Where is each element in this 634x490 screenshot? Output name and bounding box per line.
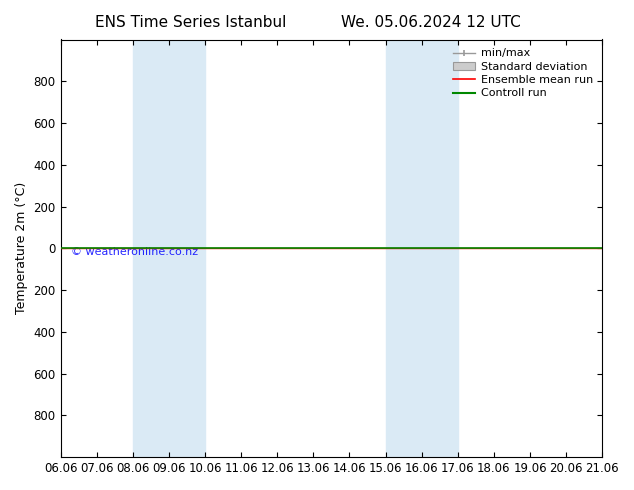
Y-axis label: Temperature 2m (°C): Temperature 2m (°C) bbox=[15, 182, 28, 315]
Bar bbox=[385, 40, 458, 457]
Bar bbox=[133, 40, 205, 457]
Legend: min/max, Standard deviation, Ensemble mean run, Controll run: min/max, Standard deviation, Ensemble me… bbox=[450, 45, 597, 102]
Text: ENS Time Series Istanbul: ENS Time Series Istanbul bbox=[94, 15, 286, 30]
Text: © weatheronline.co.nz: © weatheronline.co.nz bbox=[72, 247, 198, 257]
Text: We. 05.06.2024 12 UTC: We. 05.06.2024 12 UTC bbox=[341, 15, 521, 30]
